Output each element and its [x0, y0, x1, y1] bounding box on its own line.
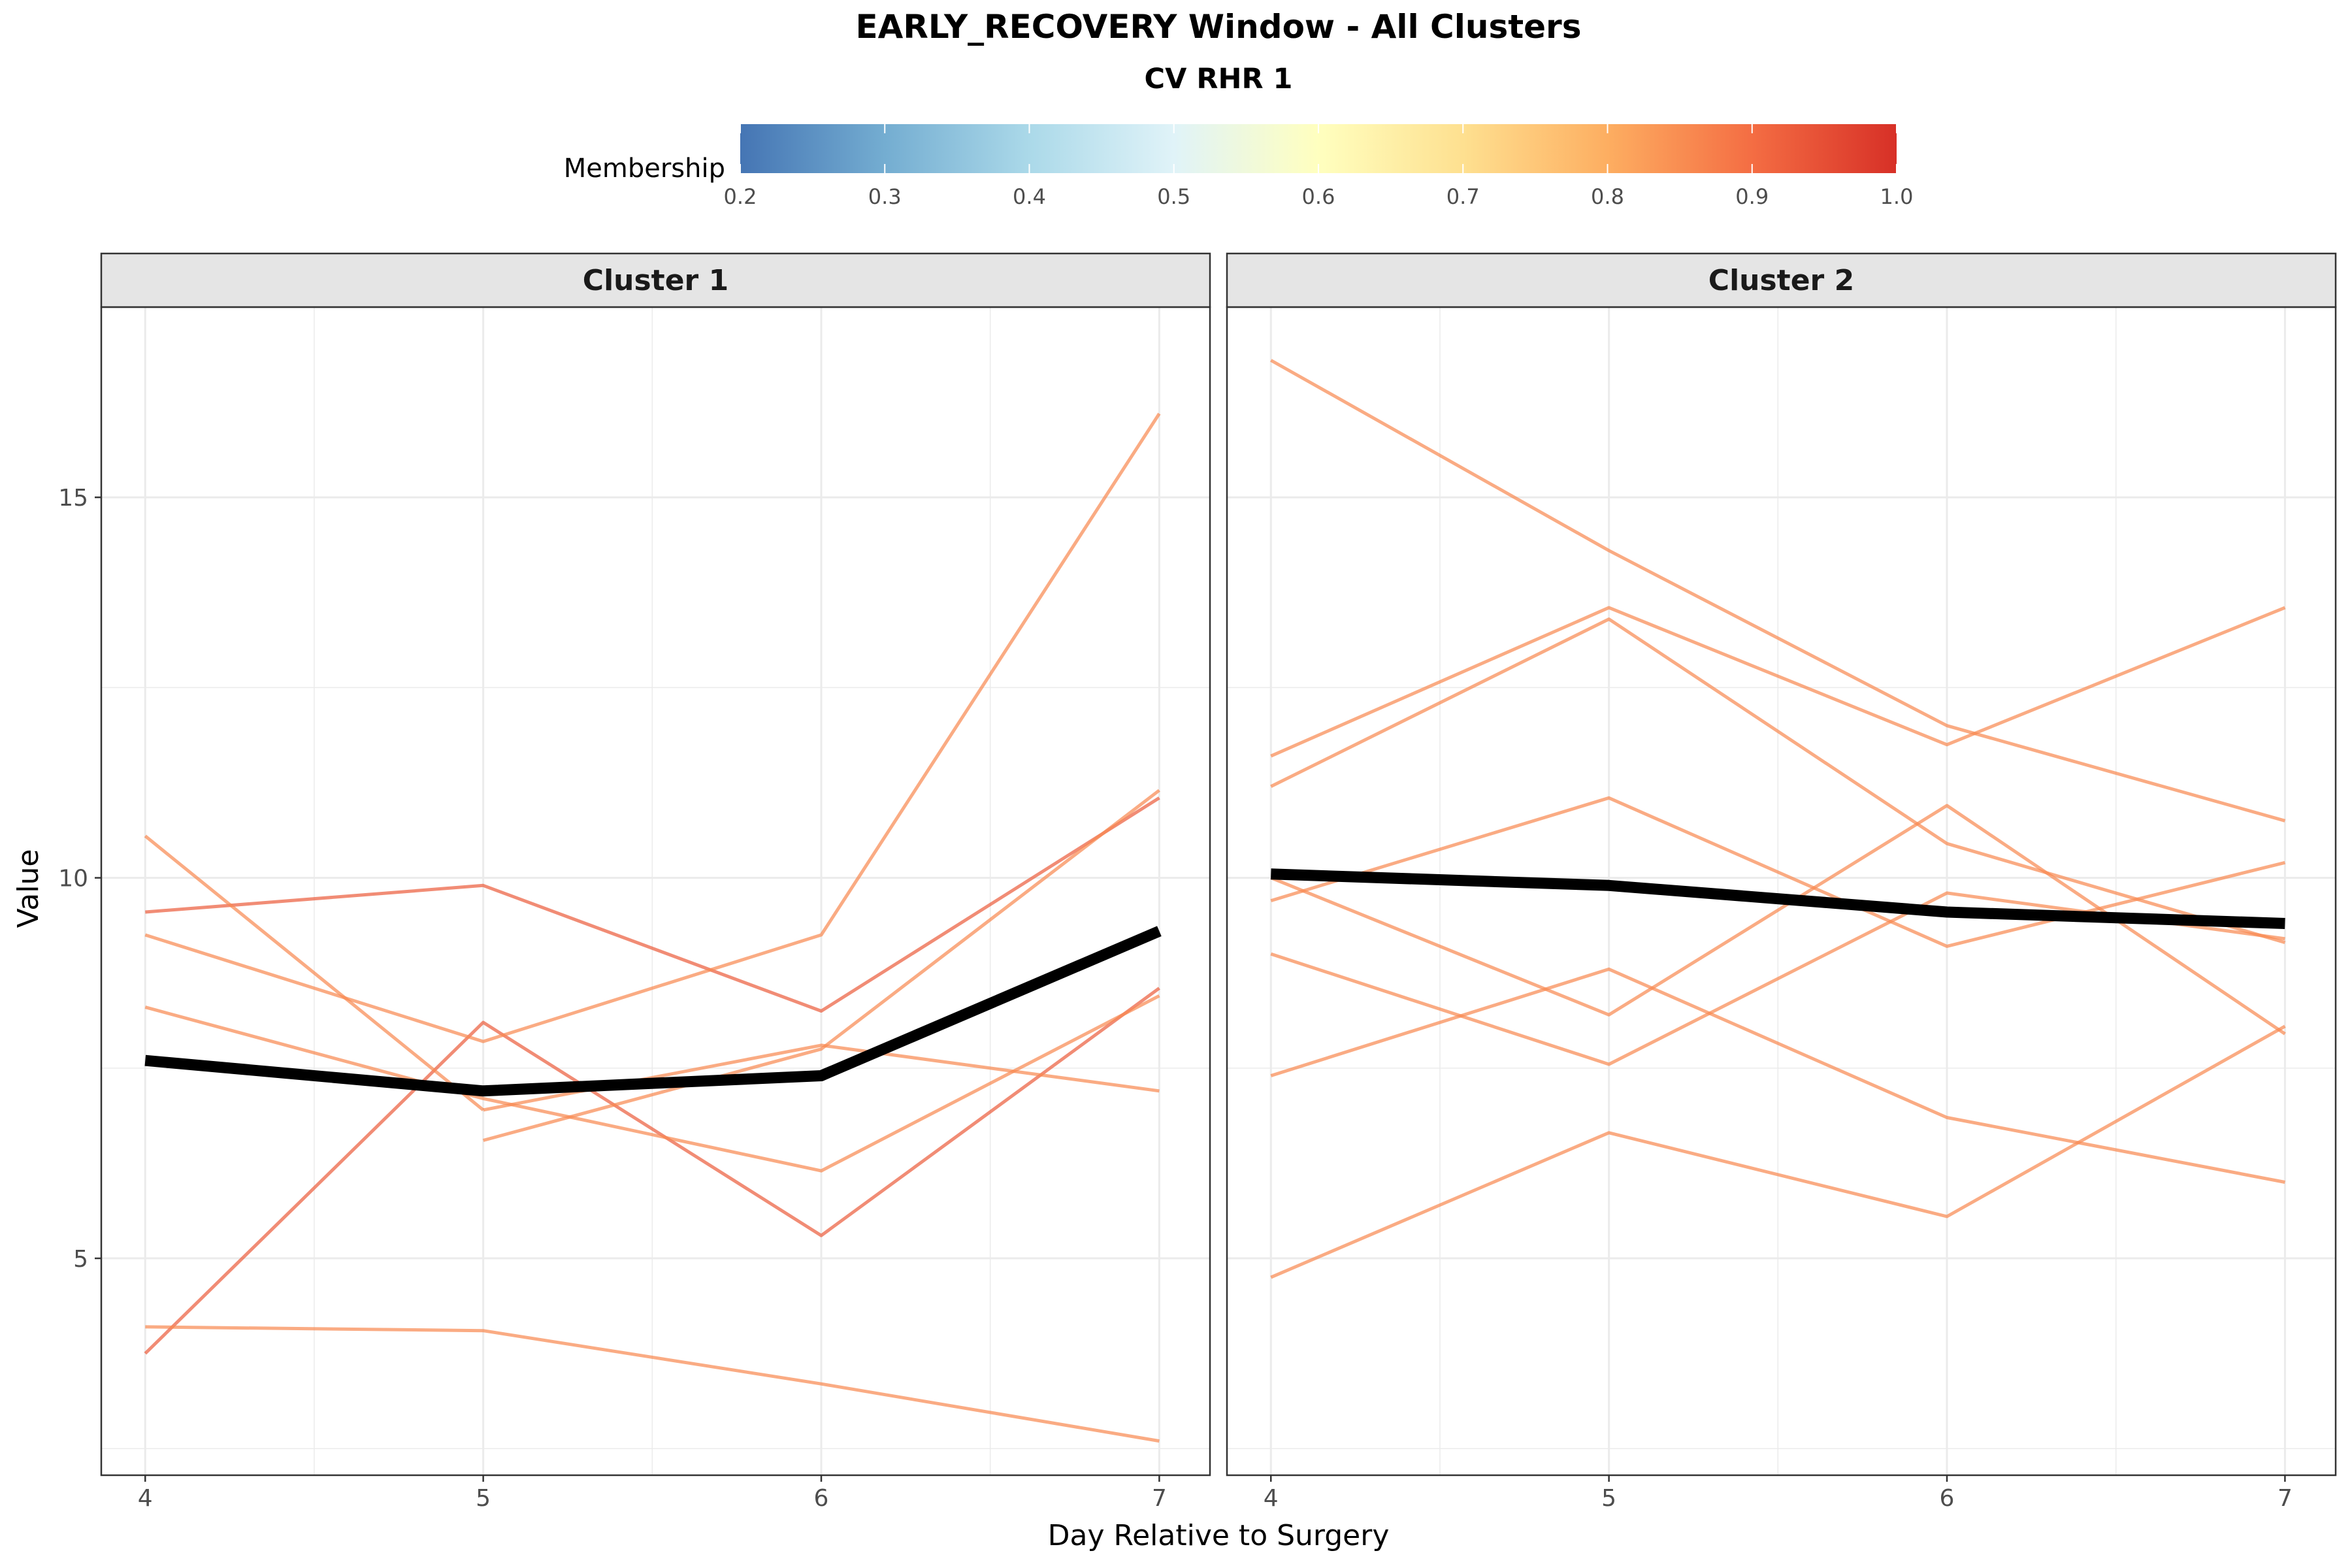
x-tick-label: 7: [2278, 1485, 2293, 1512]
series-line: [1270, 796, 2286, 948]
series-line: [1270, 359, 2286, 823]
legend-tick-label: 0.8: [1591, 184, 1624, 209]
legend-tick-label: 0.2: [724, 184, 757, 209]
series-line: [1270, 1024, 2286, 1279]
y-tick-label: 5: [73, 1246, 88, 1273]
chart-subtitle: CV RHR 1: [1145, 63, 1293, 95]
x-axis-title: Day Relative to Surgery: [1048, 1519, 1390, 1552]
panel-cluster-2: Cluster 2 4 5 6 7: [1226, 252, 2337, 1512]
series-line: [1270, 617, 2286, 944]
x-tick-label: 4: [138, 1485, 153, 1512]
legend-tick-label: 0.4: [1013, 184, 1046, 209]
chart-title: EARLY_RECOVERY Window - All Clusters: [856, 8, 1582, 46]
x-tick-label: 5: [1601, 1485, 1616, 1512]
y-tick-label: 15: [58, 485, 88, 512]
strip-background: [100, 252, 1211, 308]
x-tick-label: 6: [1940, 1485, 1955, 1512]
legend-tick-label: 0.3: [868, 184, 902, 209]
y-axis-title: Value: [12, 849, 45, 928]
series-line: [1270, 967, 2285, 1184]
series-line: [145, 796, 1160, 1013]
series-line: [144, 994, 1160, 1173]
series-line: [482, 789, 1160, 1142]
legend-tick-label: 1.0: [1880, 184, 1914, 209]
series-line: [144, 834, 485, 1111]
mean-line: [1271, 868, 2285, 929]
legend-tick-label: 0.6: [1302, 184, 1335, 209]
legend-tick-label: 0.9: [1735, 184, 1769, 209]
strip-background: [1226, 252, 2337, 308]
strip-label: Cluster 2: [1708, 264, 1854, 297]
series-line: [144, 987, 1160, 1355]
strip-label: Cluster 1: [583, 264, 728, 297]
series-line: [1270, 606, 2286, 758]
panel-background: [1227, 307, 2336, 1475]
panel-cluster-1: Cluster 1 4 5 6 7 5 10 15: [58, 252, 1211, 1512]
legend-tick-label: 0.7: [1446, 184, 1480, 209]
legend-title: Membership: [564, 154, 725, 184]
membership-legend: Membership 0.2 0.3 0.4 0.5 0.6 0.7 0.8 0.9 1.0: [564, 124, 1914, 209]
x-tick-label: 4: [1264, 1485, 1279, 1512]
x-tick-label: 5: [476, 1485, 491, 1512]
series-line: [145, 1325, 1160, 1443]
y-tick-label: 10: [58, 866, 88, 892]
legend-tick-label: 0.5: [1157, 184, 1190, 209]
x-tick-label: 7: [1152, 1485, 1167, 1512]
mean-line: [144, 926, 1162, 1097]
panel-background: [101, 307, 1210, 1475]
x-tick-label: 6: [814, 1485, 829, 1512]
series-line: [144, 412, 1161, 1043]
